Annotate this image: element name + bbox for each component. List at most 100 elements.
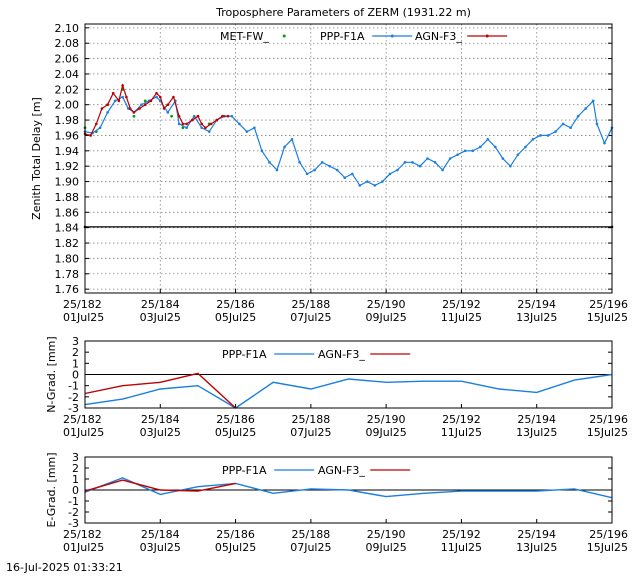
y-tick-label: 3 <box>72 451 79 464</box>
data-point-AGN-F3_ <box>221 114 224 118</box>
data-point-MET-FW_ <box>143 99 147 103</box>
legend-marker <box>485 34 489 38</box>
data-point-PPP-F1A <box>591 99 595 103</box>
y-tick-label: 1.96 <box>55 129 80 142</box>
data-point-AGN-F3_ <box>94 122 98 126</box>
data-point-PPP-F1A <box>320 161 324 164</box>
data-point-PPP-F1A <box>245 130 249 133</box>
data-point-PPP-F1A <box>448 157 452 160</box>
data-point-PPP-F1A <box>471 149 475 153</box>
data-point-AGN-F3_ <box>196 114 200 118</box>
x-tick-label-top: 25/190 <box>367 528 406 541</box>
data-point-PPP-F1A <box>433 161 437 164</box>
data-point-PPP-F1A <box>113 99 117 103</box>
data-point-PPP-F1A <box>546 134 550 137</box>
data-point-AGN-F3_ <box>215 118 219 122</box>
data-point-PPP-F1A <box>126 107 130 110</box>
x-tick-label-top: 25/188 <box>292 413 331 426</box>
data-point-PPP-F1A <box>290 137 294 141</box>
data-point-PPP-F1A <box>238 122 241 126</box>
data-point-PPP-F1A <box>230 114 234 118</box>
y-tick-label: 1.90 <box>55 176 80 189</box>
data-point-PPP-F1A <box>166 111 170 114</box>
data-point-PPP-F1A <box>456 153 459 156</box>
y-tick-label: 1.80 <box>55 252 80 265</box>
data-point-PPP-F1A <box>524 145 527 149</box>
data-point-PPP-F1A <box>441 168 444 172</box>
data-point-PPP-F1A <box>426 157 429 160</box>
data-point-PPP-F1A <box>140 103 143 106</box>
data-point-PPP-F1A <box>343 176 347 180</box>
data-point-PPP-F1A <box>403 161 407 164</box>
y-tick-label: 1.84 <box>55 222 80 235</box>
data-point-PPP-F1A <box>516 153 520 156</box>
data-point-PPP-F1A <box>539 134 542 137</box>
data-point-PPP-F1A <box>106 111 109 114</box>
data-point-AGN-F3_ <box>158 95 162 99</box>
x-tick-label-top: 25/186 <box>216 298 255 311</box>
data-point-PPP-F1A <box>478 145 482 149</box>
x-tick-label-bottom: 07Jul25 <box>290 426 331 439</box>
data-point-PPP-F1A <box>298 161 301 164</box>
x-tick-label-top: 25/192 <box>442 528 481 541</box>
data-point-PPP-F1A <box>554 130 557 133</box>
data-point-PPP-F1A <box>268 161 271 164</box>
data-point-AGN-F3_ <box>185 122 188 126</box>
data-point-PPP-F1A <box>576 114 580 118</box>
data-point-PPP-F1A <box>381 180 384 183</box>
y-tick-label: 2.06 <box>55 53 80 66</box>
x-tick-label-top: 25/190 <box>367 413 406 426</box>
legend-label: AGN-F3_ <box>318 464 365 477</box>
data-point-MET-FW_ <box>132 114 136 118</box>
data-point-AGN-F3_ <box>100 107 104 110</box>
x-tick-label-top: 25/182 <box>63 298 102 311</box>
x-tick-label-top: 25/194 <box>517 528 556 541</box>
data-point-MET-FW_ <box>181 126 185 130</box>
x-tick-label-top: 25/182 <box>63 413 102 426</box>
x-tick-label-bottom: 15Jul25 <box>587 311 628 324</box>
data-point-PPP-F1A <box>595 122 599 126</box>
data-point-AGN-F3_ <box>106 103 109 106</box>
data-point-AGN-F3_ <box>128 107 132 110</box>
data-point-PPP-F1A <box>253 126 256 130</box>
x-tick-label-bottom: 03Jul25 <box>140 311 181 324</box>
y-tick-label: 0 <box>72 369 79 382</box>
x-tick-label-bottom: 13Jul25 <box>516 541 557 554</box>
legend-marker <box>390 34 394 38</box>
data-point-AGN-F3_ <box>209 122 213 126</box>
y-tick-label: -3 <box>68 517 79 530</box>
data-point-AGN-F3_ <box>117 99 121 103</box>
x-tick-label-top: 25/196 <box>589 413 628 426</box>
y-tick-label: 1.92 <box>55 160 80 173</box>
x-tick-label-bottom: 13Jul25 <box>516 311 557 324</box>
y-tick-label: 1.86 <box>55 206 80 219</box>
data-point-PPP-F1A <box>509 164 512 168</box>
data-point-AGN-F3_ <box>226 114 230 118</box>
data-point-AGN-F3_ <box>166 103 170 106</box>
y-tick-label: 1.94 <box>55 145 80 158</box>
data-point-AGN-F3_ <box>200 122 203 126</box>
x-tick-label-top: 25/196 <box>589 298 628 311</box>
data-point-PPP-F1A <box>207 130 211 133</box>
x-tick-label-top: 25/188 <box>292 528 331 541</box>
series-line-AGN-F3_ <box>84 372 237 409</box>
x-tick-label-top: 25/184 <box>141 298 180 311</box>
series-line-PPP-F1A <box>84 373 613 409</box>
data-point-PPP-F1A <box>98 126 102 130</box>
y-axis-label: N-Grad. [mm] <box>45 336 58 412</box>
x-tick-label-top: 25/186 <box>216 413 255 426</box>
data-point-PPP-F1A <box>335 168 339 172</box>
data-point-PPP-F1A <box>155 95 158 99</box>
y-tick-label: -2 <box>68 506 79 519</box>
data-point-PPP-F1A <box>501 157 505 160</box>
x-tick-label-top: 25/190 <box>367 298 406 311</box>
x-tick-label-bottom: 07Jul25 <box>290 541 331 554</box>
data-point-PPP-F1A <box>569 126 572 130</box>
legend-label: PPP-F1A <box>320 30 365 43</box>
data-point-PPP-F1A <box>584 107 587 110</box>
y-tick-label: 1.82 <box>55 237 80 250</box>
y-tick-label: 1.98 <box>55 114 80 127</box>
y-tick-label: 1 <box>72 357 79 370</box>
data-point-PPP-F1A <box>494 145 497 149</box>
